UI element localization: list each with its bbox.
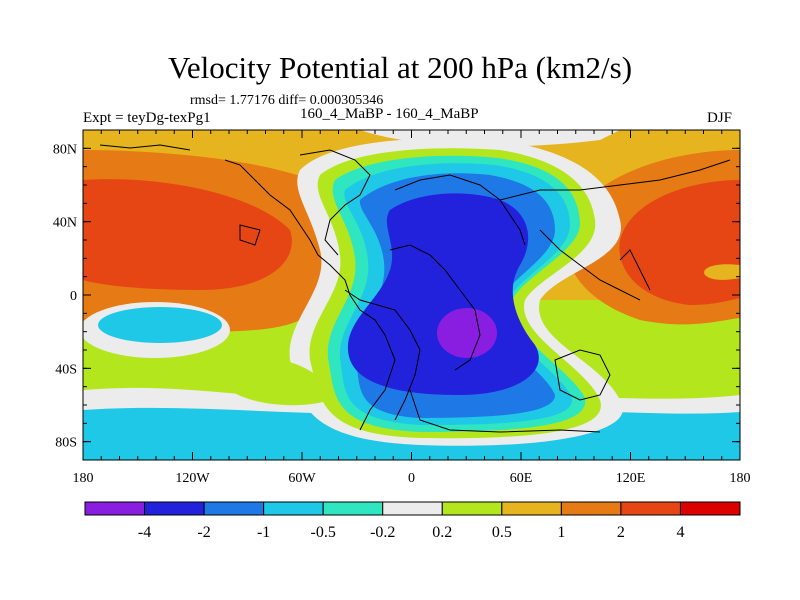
colorbar-swatch-5 bbox=[382, 501, 443, 516]
colorbar-swatch-8 bbox=[560, 501, 622, 516]
coast-asia-south bbox=[539, 229, 641, 301]
colorbar-label-0: -4 bbox=[138, 524, 151, 541]
colorbar-swatch-3 bbox=[263, 501, 324, 516]
field-westpac-notch bbox=[704, 264, 740, 280]
coast-antarctica bbox=[409, 389, 601, 433]
case-label: 160_4_MaBP - 160_4_MaBP bbox=[300, 106, 479, 122]
colorbar-swatch-4 bbox=[322, 501, 384, 516]
axis-ticks: 180 120W 60W 0 60E 120E 180 80N 40N 0 40S 80S bbox=[53, 129, 751, 486]
contour-field bbox=[83, 130, 740, 460]
coast-americas-west bbox=[224, 159, 396, 431]
coast-africa bbox=[389, 244, 481, 371]
y-tick-label-1: 40N bbox=[53, 216, 77, 231]
colorbar-label-1: -2 bbox=[197, 524, 210, 541]
y-tick-label-4: 80S bbox=[55, 436, 77, 451]
x-tick-label-3: 0 bbox=[408, 471, 415, 486]
coast-europe bbox=[394, 174, 526, 246]
y-tick-label-0: 80N bbox=[53, 142, 77, 157]
coast-japan bbox=[619, 249, 651, 291]
colorbar-label-5: 0.2 bbox=[432, 524, 452, 541]
colorbar-label-6: 0.5 bbox=[492, 524, 512, 541]
colorbar-label-7: 1 bbox=[557, 524, 565, 541]
coast-asia-north bbox=[499, 159, 731, 201]
colorbar-label-3: -0.5 bbox=[311, 524, 336, 541]
season-label: DJF bbox=[707, 110, 733, 126]
field-negative-four-core bbox=[437, 308, 497, 358]
coast-arctic-a bbox=[99, 144, 191, 151]
colorbar-swatch-6 bbox=[441, 501, 503, 516]
colorbar-label-4: -0.2 bbox=[370, 524, 395, 541]
x-tick-label-1: 120W bbox=[175, 471, 210, 486]
stats-subtitle: rmsd= 1.77176 diff= 0.000305346 bbox=[190, 93, 384, 108]
field-satl-positive bbox=[230, 358, 330, 406]
coast-australia bbox=[554, 349, 611, 401]
experiment-label: Expt = teyDg-texPg1 bbox=[83, 110, 211, 126]
chart-title: Velocity Potential at 200 hPa (km2/s) bbox=[167, 50, 633, 85]
coast-island-a bbox=[239, 224, 261, 246]
colorbar-label-8: 2 bbox=[617, 524, 625, 541]
x-tick-label-0: 180 bbox=[73, 471, 94, 486]
coast-south-america-east bbox=[344, 289, 421, 421]
coastlines bbox=[99, 144, 731, 433]
field-southpac-low bbox=[98, 307, 222, 343]
x-tick-label-4: 60E bbox=[510, 471, 533, 486]
x-tick-label-2: 60W bbox=[288, 471, 316, 486]
y-tick-label-2: 0 bbox=[70, 289, 77, 304]
x-tick-label-5: 120E bbox=[616, 471, 646, 486]
colorbar-swatch-2 bbox=[203, 501, 265, 516]
colorbar-swatch-9 bbox=[620, 501, 681, 516]
colorbar-swatch-7 bbox=[501, 501, 562, 516]
colorbar-swatch-0 bbox=[84, 501, 146, 516]
colorbar-swatch-1 bbox=[144, 501, 205, 516]
colorbar: -4 -2 -1 -0.5 -0.2 0.2 0.5 1 2 4 bbox=[84, 501, 741, 541]
field-eastpac-max bbox=[83, 179, 292, 290]
colorbar-label-2: -1 bbox=[257, 524, 270, 541]
y-tick-label-3: 40S bbox=[55, 362, 77, 377]
coast-north-america-east bbox=[299, 149, 371, 256]
colorbar-label-9: 4 bbox=[676, 524, 684, 541]
colorbar-swatch-10 bbox=[679, 501, 741, 516]
x-tick-label-6: 180 bbox=[730, 471, 751, 486]
